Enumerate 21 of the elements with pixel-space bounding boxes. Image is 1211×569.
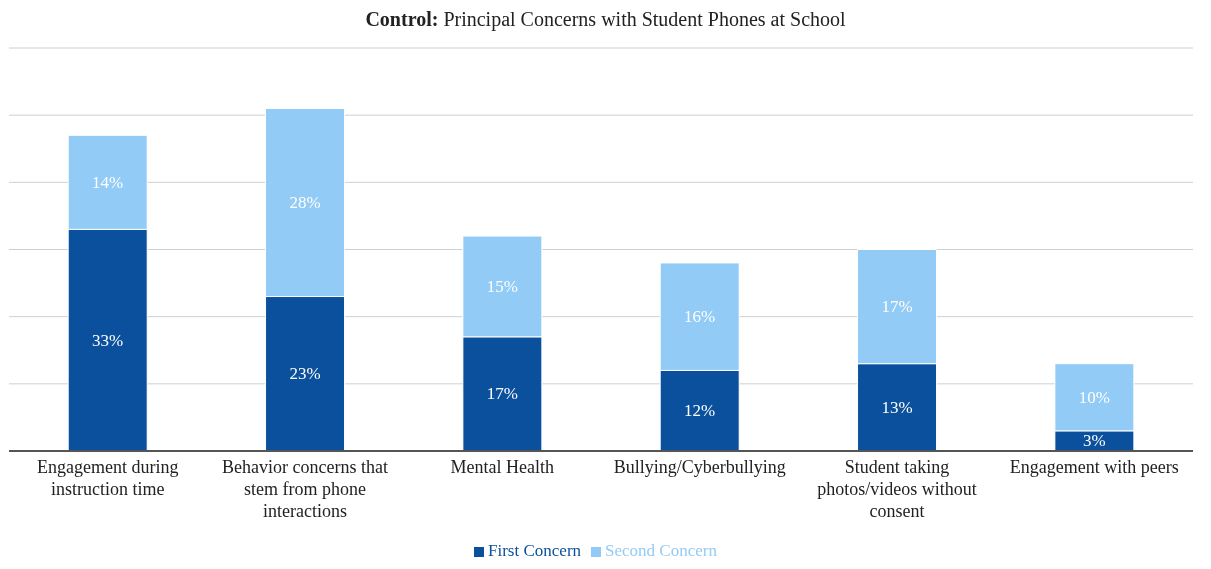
- data-label: 16%: [684, 307, 716, 327]
- x-tick-label: Bullying/Cyberbullying: [613, 457, 786, 477]
- x-tick-label: Engagement during instruction time: [36, 457, 179, 499]
- legend-label: Second Concern: [605, 541, 717, 560]
- x-tick-label: Mental Health: [450, 457, 555, 477]
- legend-label: First Concern: [488, 541, 582, 560]
- data-label: 13%: [881, 397, 913, 417]
- x-tick-label: Student taking photos/videos without consent: [817, 457, 977, 521]
- data-label: 12%: [684, 401, 716, 421]
- data-label: 15%: [486, 276, 518, 296]
- data-label: 28%: [289, 192, 321, 212]
- data-label: 10%: [1078, 387, 1110, 407]
- data-label: 17%: [486, 384, 518, 404]
- x-tick-label: Engagement with peers: [1009, 457, 1179, 477]
- data-label: 3%: [1083, 431, 1106, 451]
- x-tick-label: Behavior concerns that stem from phone interactions: [222, 457, 388, 521]
- chart-title: Control: Principal Concerns with Student Phones at School: [364, 8, 847, 33]
- data-label: 14%: [92, 172, 124, 192]
- data-label: 33%: [92, 330, 124, 350]
- data-label: 23%: [289, 364, 321, 384]
- data-label: 17%: [881, 297, 913, 317]
